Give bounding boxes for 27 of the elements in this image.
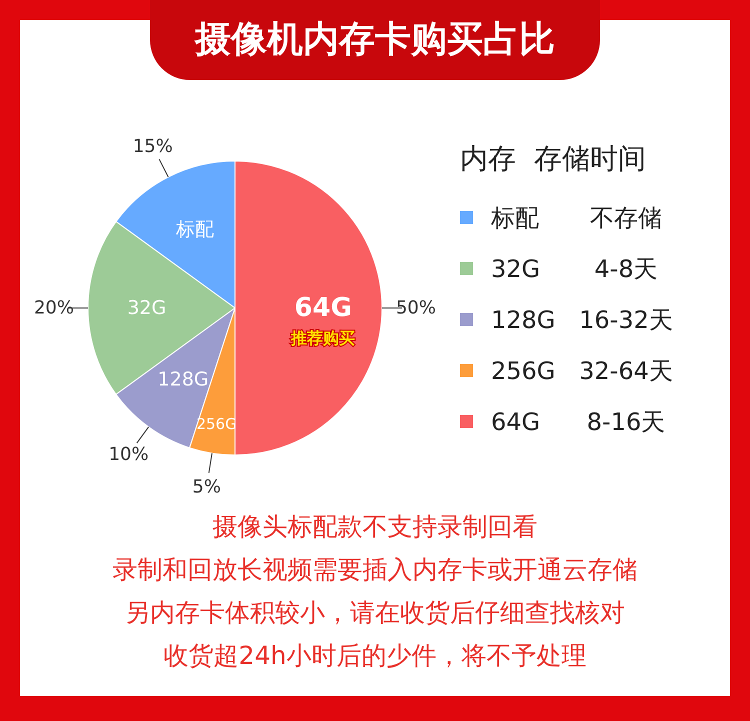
data-label: 15% (132, 136, 173, 158)
legend-label: 256G (491, 356, 556, 384)
chart-title: 摄像机内存卡购买占比 (150, 0, 600, 80)
text: 8-16天 (586, 408, 666, 436)
slice-label: 64G (294, 293, 352, 323)
text: 推荐购买 (291, 328, 356, 348)
legend-label: 标配 (491, 202, 540, 234)
legend-title: 内存 存储时间 (460, 141, 647, 177)
text: 录制和回放长视频需要插入内存卡或开通云存储 (112, 554, 638, 586)
data-label: 20% (34, 298, 74, 318)
data-label: 50% (396, 298, 436, 318)
text: 4-8天 (594, 254, 658, 282)
legend-label: 32G (491, 254, 542, 282)
slice-label: 128G (158, 368, 209, 390)
slice-label: 256G (196, 415, 237, 434)
text: 摄像头标配款不支持录制回看 (212, 511, 538, 543)
legend-label: 128G (491, 306, 556, 334)
text: 32-64天 (579, 356, 673, 384)
data-label: 5% (192, 476, 221, 498)
slice-label: 32G (127, 297, 166, 319)
legend-label: 64G (491, 408, 542, 436)
slice-label: 标配 (174, 218, 214, 240)
text: 另内存卡体积较小，请在收货后仔细查找核对 (124, 597, 626, 629)
data-label: 10% (108, 444, 149, 465)
text: 收货超24h小时后的少件，将不予处理 (162, 640, 588, 672)
text: 不存储 (590, 204, 662, 232)
text: 16-32天 (579, 306, 673, 334)
